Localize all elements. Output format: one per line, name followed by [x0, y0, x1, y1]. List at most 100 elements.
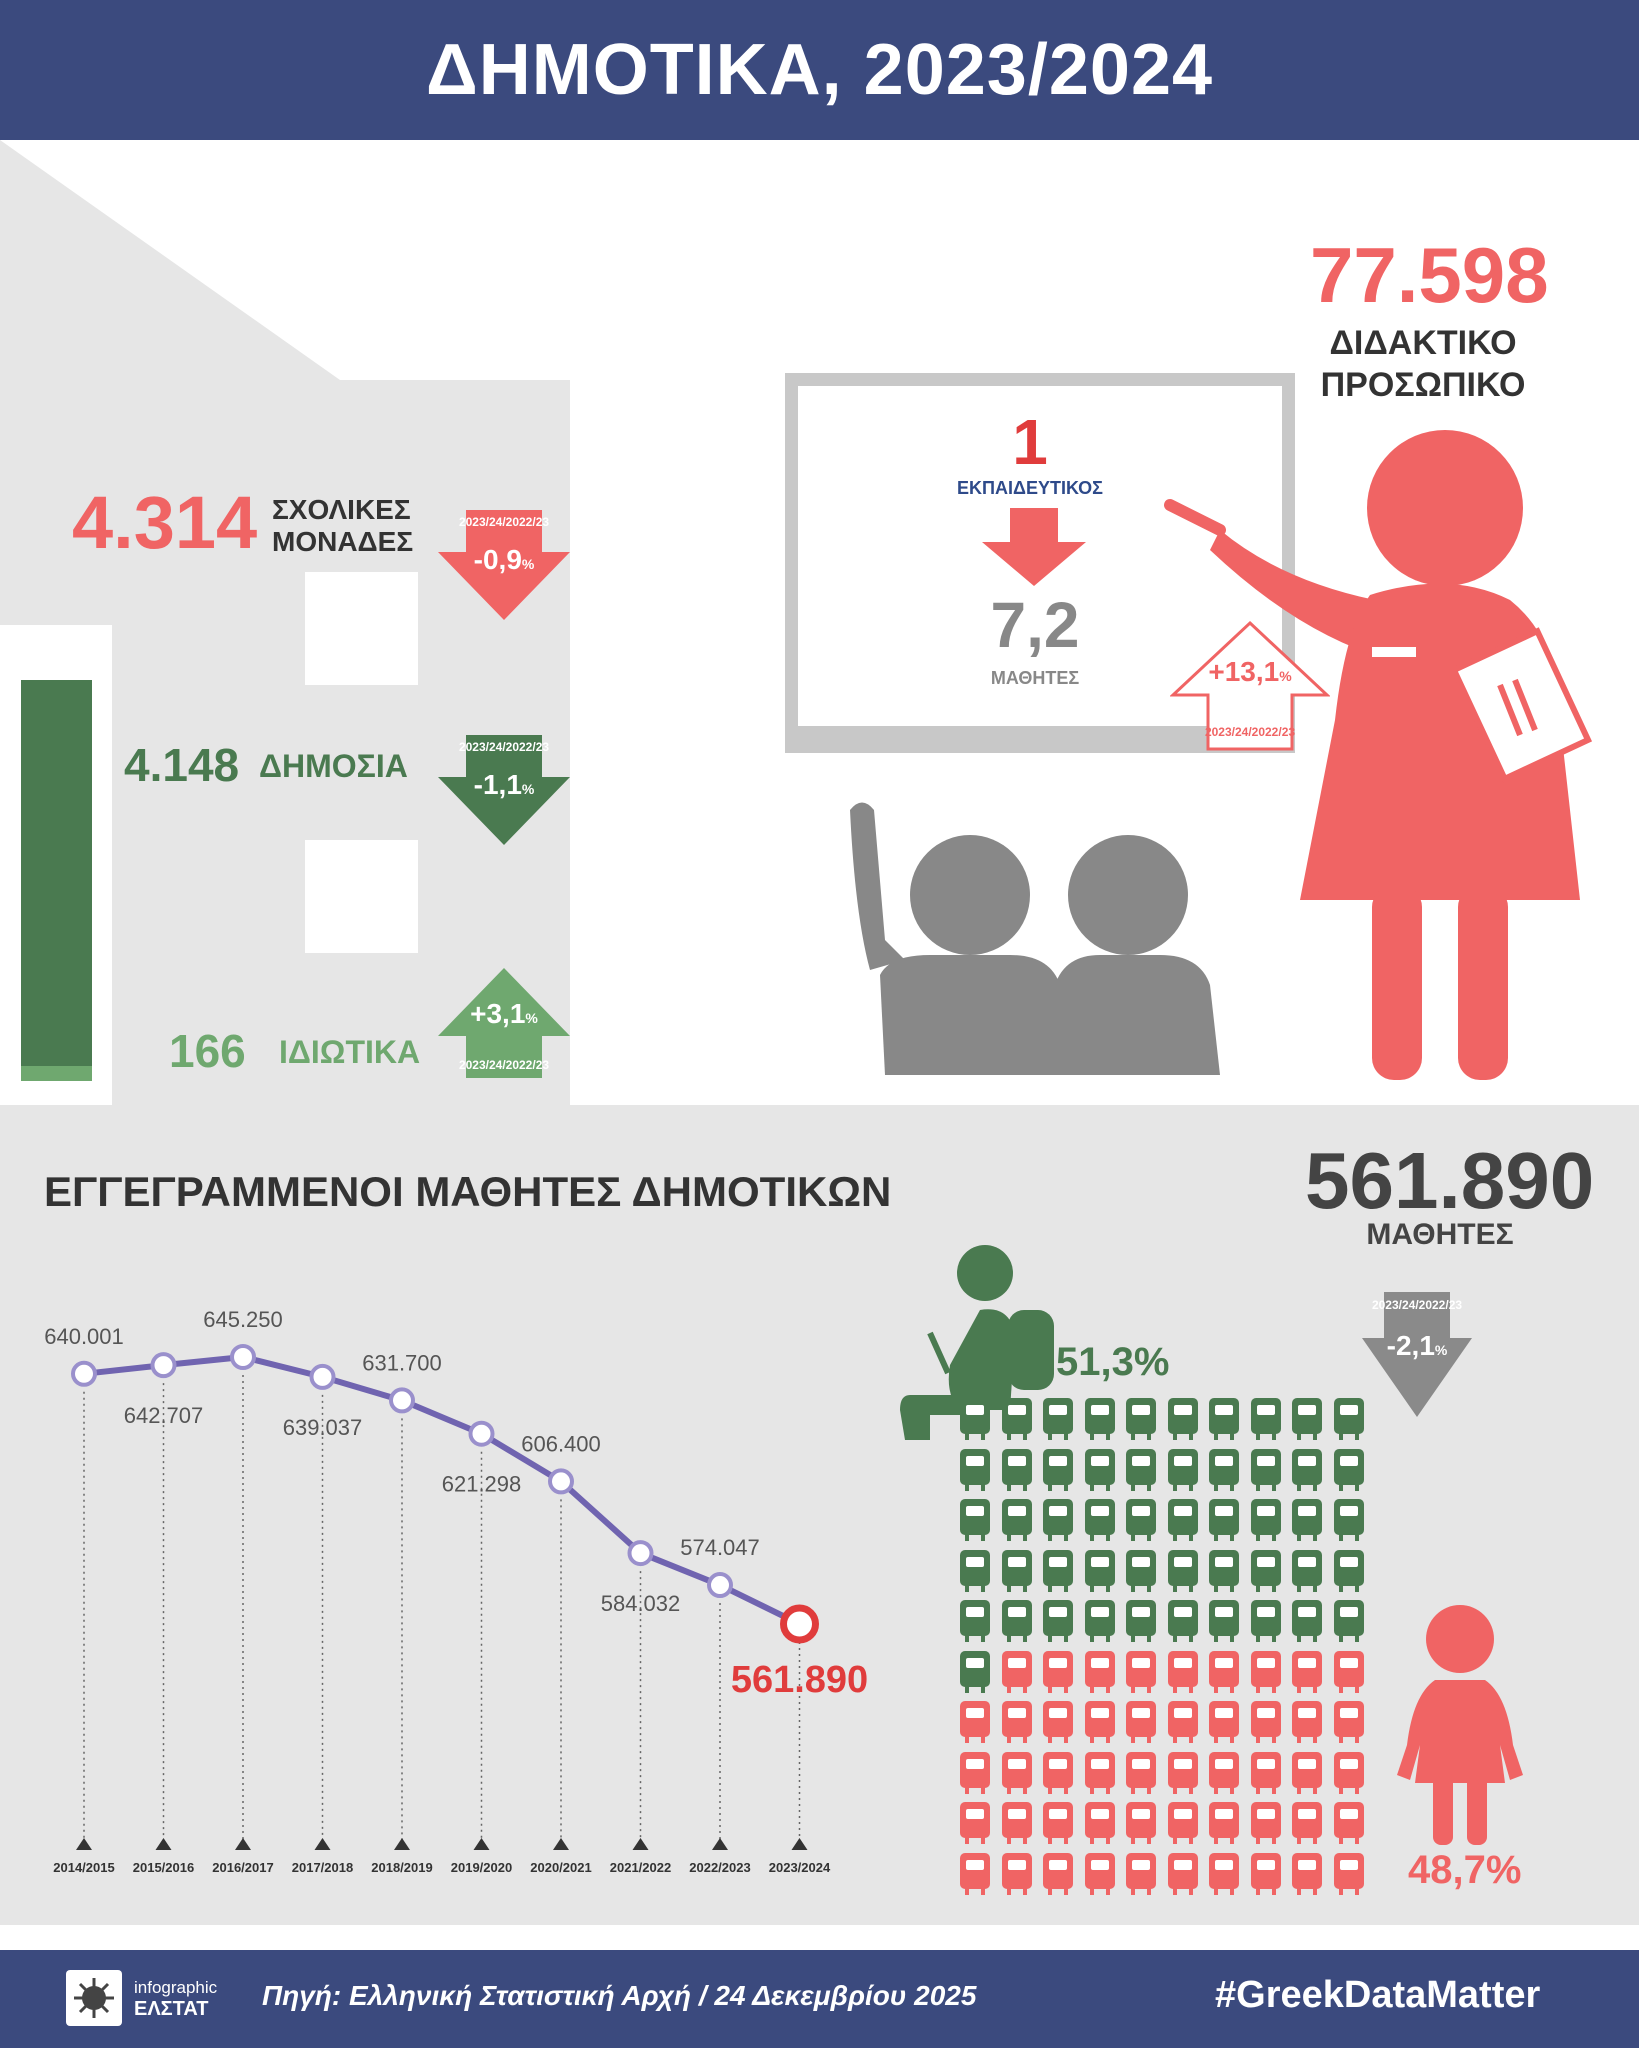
boy-pictogram-icon — [1126, 1549, 1156, 1592]
boy-pictogram-icon — [1001, 1600, 1032, 1642]
boy-pictogram-icon — [1292, 1549, 1322, 1592]
schools-total-period: 2023/24/2022/23 — [458, 515, 550, 529]
girl-pictogram-icon — [1126, 1650, 1156, 1693]
girl-pictogram-icon — [1209, 1650, 1239, 1693]
schools-total-label-line1: ΣΧΟΛΙΚΕΣ — [272, 494, 411, 525]
girl-pictogram-icon — [1084, 1650, 1115, 1693]
x-tick-label: 2016/2017 — [212, 1860, 273, 1875]
boy-pictogram-icon — [960, 1448, 990, 1491]
x-tick-label: 2015/2016 — [133, 1860, 194, 1875]
girl-pictogram-icon — [1001, 1852, 1032, 1895]
data-point — [468, 1420, 495, 1447]
elstat-logo-icon — [74, 1978, 114, 2018]
boy-pictogram-icon — [960, 1549, 990, 1592]
schools-public-value: 4.148 — [124, 739, 240, 791]
x-tick-label: 2014/2015 — [53, 1860, 114, 1875]
ratio-teacher-value: 1 — [1012, 406, 1048, 478]
year-tick — [712, 1838, 728, 1850]
girl-pictogram-icon — [1250, 1751, 1281, 1794]
year-tick — [632, 1838, 649, 1850]
boy-pictogram-icon — [1043, 1448, 1073, 1491]
girl-pictogram-icon — [1043, 1701, 1073, 1743]
schools-public-change-arrow: 2023/24/2022/23 -1,1% — [438, 735, 570, 845]
boy-pictogram-icon — [1209, 1549, 1239, 1592]
year-tick — [473, 1838, 490, 1850]
girl-pictogram-icon — [1333, 1701, 1364, 1743]
boy-pictogram-icon — [1167, 1398, 1198, 1440]
girl-pictogram-icon — [1209, 1802, 1239, 1844]
schools-private-period: 2023/24/2022/23 — [458, 1058, 550, 1072]
footer-logo-line1: infographic — [134, 1978, 218, 1997]
girl-pictogram-icon — [1209, 1751, 1239, 1794]
data-point — [71, 1360, 97, 1387]
x-tick-label: 2021/2022 — [610, 1860, 671, 1875]
x-tick-label: 2023/2024 — [769, 1860, 831, 1875]
boy-pictogram-icon — [960, 1650, 990, 1693]
teachers-label: ΔΙΔΑΚΤΙΚΟ ΠΡΟΣΩΠΙΚΟ — [1318, 322, 1528, 406]
girl-pictogram-icon — [1084, 1701, 1115, 1743]
boy-pictogram-icon — [1250, 1600, 1281, 1642]
girl-pictogram-icon — [1043, 1852, 1073, 1895]
data-label: 640.001 — [44, 1324, 124, 1349]
data-point — [389, 1387, 415, 1414]
schools-total-value: 4.314 — [72, 481, 258, 564]
ratio-down-arrow-icon — [982, 508, 1086, 586]
girl-pictogram-icon — [1333, 1802, 1364, 1844]
boy-pictogram-icon — [1167, 1448, 1198, 1491]
schools-public-label: ΔΗΜΟΣΙΑ — [259, 748, 408, 784]
ratio-teacher-label: ΕΚΠΑΙΔΕΥΤΙΚΟΣ — [957, 478, 1103, 498]
boy-pictogram-icon — [1333, 1600, 1364, 1642]
ratio-students-label: ΜΑΘΗΤΕΣ — [990, 668, 1080, 688]
year-tick — [394, 1838, 410, 1850]
girl-pictogram-icon — [1333, 1852, 1364, 1895]
x-tick-label: 2018/2019 — [371, 1860, 432, 1875]
girl-pictogram-icon — [1043, 1650, 1073, 1693]
boy-pictogram-icon — [1001, 1549, 1032, 1592]
ratio-students-value: 7,2 — [990, 589, 1080, 661]
students-seated-icon — [850, 802, 1220, 1075]
students-section-background — [0, 1105, 1639, 1925]
girls-percentage: 48,7% — [1408, 1848, 1522, 1892]
girl-pictogram-icon — [1333, 1751, 1364, 1794]
girl-pictogram-icon — [1126, 1751, 1156, 1794]
boy-pictogram-icon — [1250, 1398, 1281, 1440]
schools-total-label: ΣΧΟΛΙΚΕΣ ΜΟΝΑΔΕΣ — [272, 494, 413, 558]
boy-pictogram-icon — [1167, 1549, 1198, 1592]
boy-pictogram-icon — [1043, 1499, 1073, 1541]
boy-pictogram-icon — [1250, 1549, 1281, 1592]
students-total-value: 561.890 — [1305, 1136, 1595, 1225]
x-tick-label: 2022/2023 — [689, 1860, 750, 1875]
data-point — [627, 1540, 654, 1567]
boy-pictogram-icon — [1292, 1600, 1322, 1642]
girl-pictogram-icon — [960, 1802, 990, 1844]
year-tick — [791, 1838, 808, 1850]
girl-pictogram-icon — [1292, 1650, 1322, 1693]
girl-pictogram-icon — [1292, 1751, 1322, 1794]
data-point — [548, 1468, 574, 1495]
boy-pictogram-icon — [1333, 1549, 1364, 1592]
students-line-chart: 2014/2015 2015/2016 2016/2017 2017/2018 2018… — [44, 1307, 868, 1875]
boy-pictogram-icon — [1292, 1448, 1322, 1491]
girl-pictogram-icon — [1126, 1701, 1156, 1743]
boy-pictogram-icon — [1167, 1499, 1198, 1541]
boy-pictogram-icon — [1292, 1398, 1322, 1440]
teachers-label-line2: ΠΡΟΣΩΠΙΚΟ — [1320, 366, 1526, 404]
data-point — [780, 1604, 819, 1644]
boy-pictogram-icon — [1333, 1398, 1364, 1440]
footer-logo-text: infographic ΕΛΣΤΑΤ — [134, 1978, 217, 2021]
footer-source: Πηγή: Ελληνική Στατιστική Αρχή / 24 Δεκε… — [262, 1980, 977, 2011]
boy-pictogram-icon — [1043, 1600, 1073, 1642]
boy-pictogram-icon — [1001, 1448, 1032, 1491]
year-tick — [553, 1838, 569, 1850]
boy-pictogram-icon — [1001, 1398, 1032, 1440]
year-tick — [155, 1838, 172, 1850]
private-share-segment — [21, 1066, 92, 1081]
data-label: 574.047 — [680, 1535, 760, 1560]
boy-pictogram-icon — [1084, 1499, 1115, 1541]
footer-bar — [0, 1950, 1639, 2048]
boy-pictogram-icon — [1167, 1600, 1198, 1642]
boy-pictogram-icon — [1126, 1499, 1156, 1541]
boy-pictogram-icon — [1209, 1600, 1239, 1642]
x-tick-label: 2020/2021 — [530, 1860, 591, 1875]
girl-pictogram-icon — [1250, 1852, 1281, 1895]
